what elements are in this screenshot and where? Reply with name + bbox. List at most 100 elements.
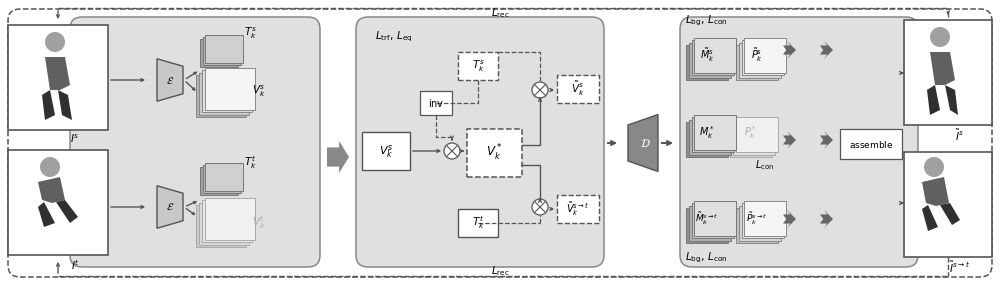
Polygon shape (927, 85, 940, 115)
Text: $\tilde{P}_k^{s\to t}$: $\tilde{P}_k^{s\to t}$ (746, 211, 768, 227)
Bar (742, 203, 784, 238)
Text: $\tilde{M}_k^s$: $\tilde{M}_k^s$ (700, 46, 714, 64)
Text: $L_{\rm rec}$: $L_{\rm rec}$ (491, 264, 509, 278)
Polygon shape (945, 85, 958, 115)
Circle shape (444, 143, 460, 159)
Text: $\tilde{I}^s$: $\tilde{I}^s$ (955, 128, 965, 143)
Bar (739, 205, 781, 241)
Text: $V_k^s$: $V_k^s$ (379, 142, 393, 160)
Polygon shape (783, 41, 796, 59)
Circle shape (930, 27, 950, 47)
Bar (904, 20, 992, 125)
Polygon shape (820, 41, 833, 59)
Bar (736, 45, 778, 80)
Bar (8, 25, 108, 130)
Text: $M_k^*$: $M_k^*$ (699, 125, 715, 141)
Text: $\tilde{V}_k^s$: $\tilde{V}_k^s$ (571, 80, 585, 98)
Bar (202, 200, 252, 242)
Bar (692, 117, 734, 152)
Polygon shape (783, 131, 796, 149)
Polygon shape (327, 141, 349, 173)
Circle shape (532, 199, 548, 215)
Bar (694, 201, 736, 235)
Bar (200, 39, 238, 67)
Bar (200, 167, 238, 195)
Polygon shape (157, 186, 183, 228)
Bar (467, 129, 522, 177)
Bar (362, 132, 410, 170)
Bar (686, 122, 728, 157)
Bar (694, 115, 736, 150)
Bar (840, 129, 902, 159)
Bar (689, 42, 731, 78)
FancyBboxPatch shape (356, 17, 604, 267)
Text: $I^t$: $I^t$ (71, 258, 79, 272)
Bar (202, 70, 252, 112)
Bar (692, 40, 734, 75)
Polygon shape (783, 210, 796, 228)
Bar (730, 122, 772, 157)
Text: $\mathcal{E}$: $\mathcal{E}$ (166, 74, 174, 86)
Polygon shape (56, 200, 78, 223)
Bar (904, 152, 992, 257)
Text: $V_k^s$: $V_k^s$ (252, 83, 266, 99)
Polygon shape (820, 131, 833, 149)
Text: $\mathcal{D}$: $\mathcal{D}$ (640, 137, 650, 149)
Bar (733, 119, 775, 154)
Text: $T_k^t$: $T_k^t$ (244, 154, 257, 171)
Polygon shape (157, 59, 183, 101)
Bar (744, 38, 786, 72)
Circle shape (40, 157, 60, 177)
Polygon shape (930, 52, 955, 85)
Bar (205, 34, 243, 63)
Bar (742, 40, 784, 75)
Text: $\mathcal{E}$: $\mathcal{E}$ (166, 201, 174, 213)
Bar (736, 117, 778, 152)
Text: $\rm inv$: $\rm inv$ (428, 97, 444, 109)
Bar (736, 208, 778, 243)
Bar (196, 75, 246, 117)
Bar (205, 198, 255, 239)
Bar (205, 163, 243, 191)
Bar (199, 72, 249, 115)
Text: $T_k^s$: $T_k^s$ (472, 58, 484, 74)
Text: $L_{\rm rec}$: $L_{\rm rec}$ (491, 6, 509, 20)
Bar (420, 91, 452, 115)
Bar (694, 38, 736, 72)
Polygon shape (922, 177, 949, 206)
Bar (686, 45, 728, 80)
FancyBboxPatch shape (70, 17, 320, 267)
Text: $\tilde{M}_k^{s\to t}$: $\tilde{M}_k^{s\to t}$ (695, 211, 719, 227)
Bar (739, 42, 781, 78)
Circle shape (45, 32, 65, 52)
Text: $\rm assemble$: $\rm assemble$ (849, 139, 893, 150)
Text: $L_{\rm con}$: $L_{\rm con}$ (755, 158, 774, 172)
Text: $T_k^t$: $T_k^t$ (472, 215, 484, 231)
Bar (686, 208, 728, 243)
Bar (458, 52, 498, 80)
Circle shape (532, 82, 548, 98)
Polygon shape (820, 210, 833, 228)
Text: $\tilde{V}_k^{s\to t}$: $\tilde{V}_k^{s\to t}$ (566, 200, 590, 218)
Bar (557, 75, 599, 103)
Text: $L_{\rm bg},\, L_{\rm con}$: $L_{\rm bg},\, L_{\rm con}$ (685, 14, 727, 28)
Bar (202, 37, 240, 65)
Text: $L_{\rm bg},\, L_{\rm con}$: $L_{\rm bg},\, L_{\rm con}$ (685, 251, 727, 265)
Bar (744, 201, 786, 235)
FancyBboxPatch shape (680, 17, 918, 267)
Text: $T_k^s$: $T_k^s$ (244, 25, 257, 41)
Text: $\tilde{I}^{s\to t}$: $\tilde{I}^{s\to t}$ (949, 260, 971, 275)
Circle shape (924, 157, 944, 177)
Bar (202, 165, 240, 193)
Bar (557, 195, 599, 223)
Polygon shape (42, 90, 55, 120)
Text: $V_k^t$: $V_k^t$ (252, 215, 266, 231)
Polygon shape (940, 203, 960, 225)
Bar (692, 203, 734, 238)
Text: $\tilde{P}_k^s$: $\tilde{P}_k^s$ (751, 46, 763, 64)
Polygon shape (38, 177, 65, 203)
Polygon shape (45, 57, 70, 90)
Polygon shape (922, 205, 938, 231)
Bar (8, 150, 108, 255)
Text: $P_k^*$: $P_k^*$ (744, 125, 758, 141)
